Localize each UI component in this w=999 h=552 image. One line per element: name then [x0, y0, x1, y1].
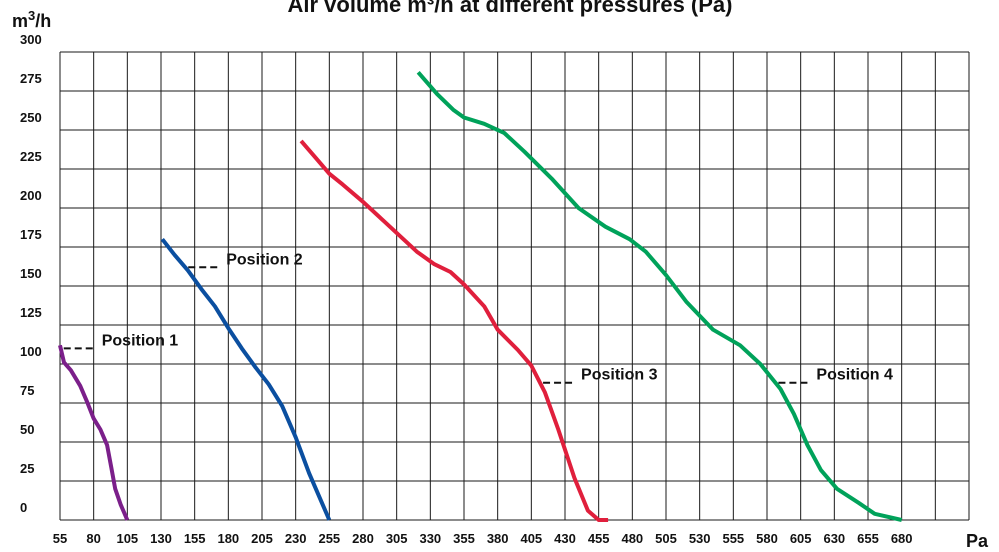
- series-line-position-1: [58, 344, 130, 521]
- y-tick-label: 150: [20, 266, 42, 281]
- y-tick-label: 50: [20, 422, 34, 437]
- chart-title: Air volume m³/h at different pressures (…: [288, 0, 733, 17]
- x-tick-label: 155: [184, 531, 206, 546]
- y-tick-label: 25: [20, 461, 34, 476]
- x-tick-label: 255: [318, 531, 340, 546]
- x-tick-label: 505: [655, 531, 677, 546]
- y-tick-label: 0: [20, 500, 27, 515]
- x-tick-label: 355: [453, 531, 475, 546]
- x-tick-label: 405: [520, 531, 542, 546]
- x-tick-label: 305: [386, 531, 408, 546]
- x-tick-label: 55: [53, 531, 67, 546]
- x-tick-label: 280: [352, 531, 374, 546]
- x-tick-label: 555: [722, 531, 744, 546]
- annotation-label-position-2: Position 2: [226, 251, 303, 268]
- x-tick-label: 180: [217, 531, 239, 546]
- chart-grid: [59, 51, 970, 521]
- y-axis-label: m3/h: [12, 8, 51, 31]
- x-tick-label: 680: [891, 531, 913, 546]
- x-tick-label: 530: [689, 531, 711, 546]
- annotation-label-position-3: Position 3: [581, 367, 658, 384]
- x-tick-label: 330: [419, 531, 441, 546]
- x-axis-label: Pa: [966, 531, 989, 551]
- y-tick-label: 250: [20, 110, 42, 125]
- y-tick-label: 275: [20, 71, 42, 86]
- series-line-position-3: [299, 139, 609, 522]
- annotation-label-position-4: Position 4: [816, 367, 893, 384]
- x-tick-label: 580: [756, 531, 778, 546]
- y-tick-label: 200: [20, 188, 42, 203]
- x-tick-label: 430: [554, 531, 576, 546]
- annotation-label-position-1: Position 1: [102, 332, 179, 349]
- y-tick-label: 75: [20, 383, 34, 398]
- series-line-position-4: [416, 70, 903, 522]
- y-tick-label: 175: [20, 227, 42, 242]
- y-tick-label: 100: [20, 344, 42, 359]
- y-tick-label: 300: [20, 32, 42, 47]
- x-tick-label: 630: [823, 531, 845, 546]
- x-tick-label: 380: [487, 531, 509, 546]
- x-tick-label: 655: [857, 531, 879, 546]
- y-axis-ticks: 0 25 50 75 100 125 150 175 200 225 250 275 300: [20, 32, 42, 515]
- y-tick-label: 225: [20, 149, 42, 164]
- x-axis-ticks: 55 80 105 130 155 180 205 230 255 280 305 330 355 380…: [53, 531, 913, 546]
- x-tick-label: 80: [86, 531, 100, 546]
- chart-annotations: Position 1 Position 2 Position 3 Position 4: [63, 251, 893, 384]
- x-tick-label: 205: [251, 531, 273, 546]
- chart-series: [58, 70, 903, 522]
- x-tick-label: 230: [285, 531, 307, 546]
- x-tick-label: 105: [116, 531, 138, 546]
- x-tick-label: 480: [621, 531, 643, 546]
- y-tick-label: 125: [20, 305, 42, 320]
- x-tick-label: 130: [150, 531, 172, 546]
- x-tick-label: 455: [588, 531, 610, 546]
- x-tick-label: 605: [790, 531, 812, 546]
- series-line-position-2: [160, 237, 332, 521]
